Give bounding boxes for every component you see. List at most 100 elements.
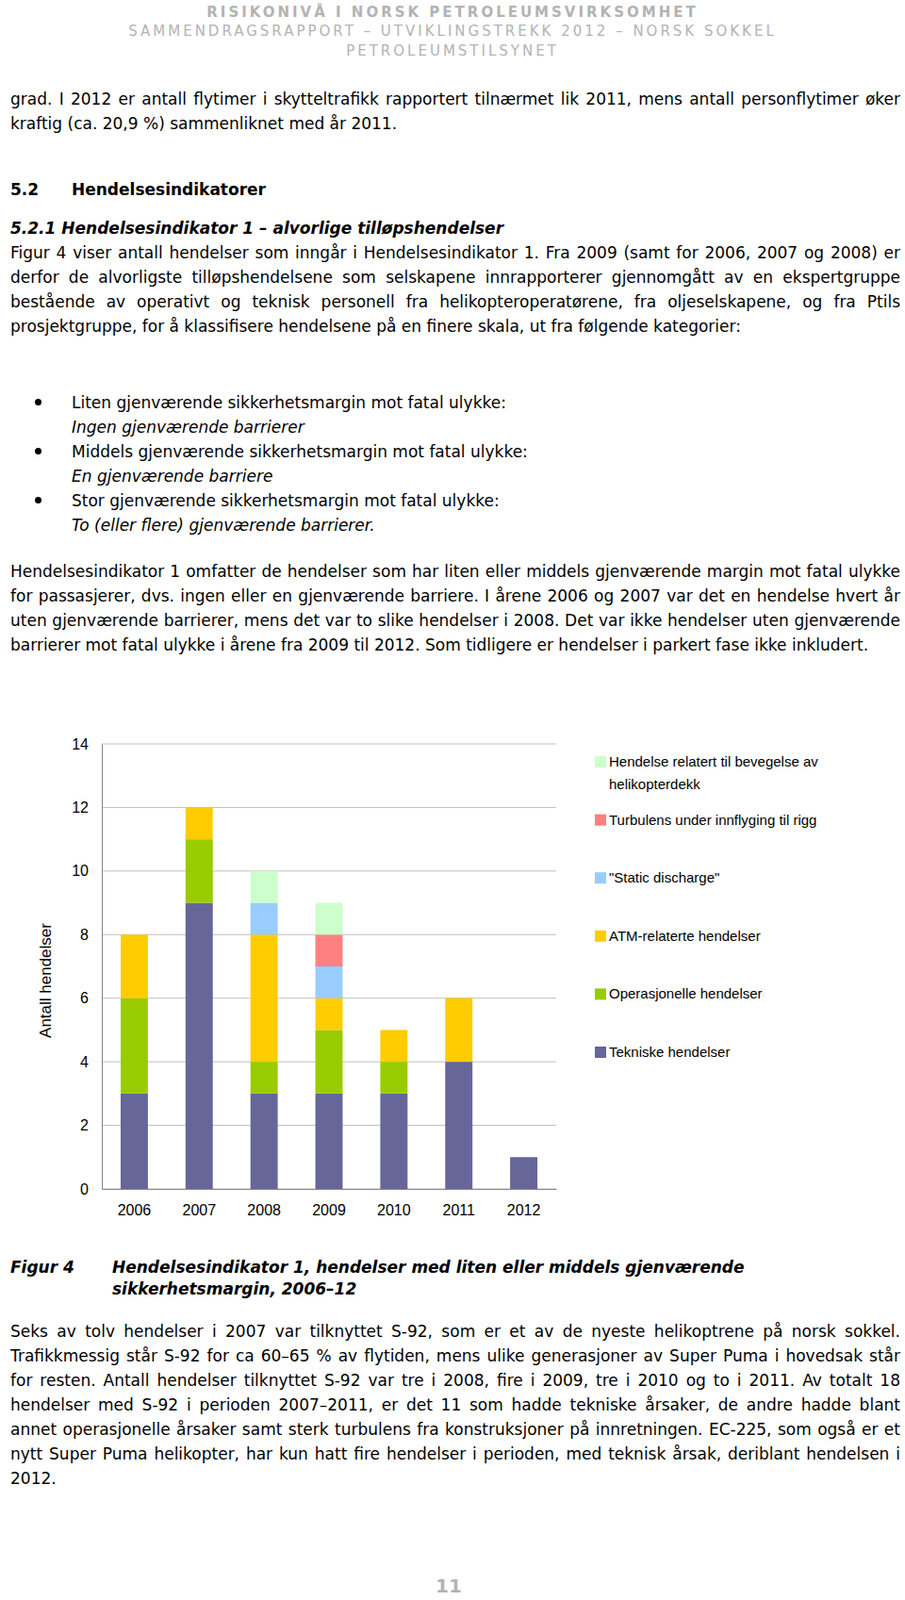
y-axis-line: [101, 744, 103, 1190]
x-tick: 2008: [246, 1188, 281, 1218]
heading: Hendelsesindikatorer: [71, 177, 732, 202]
running-header: RISIKONIVÅ I NORSK PETROLEUMSVIRKSOMHET: [0, 3, 905, 21]
x-tick: 2010: [377, 1188, 412, 1218]
x-axis-line: [102, 1188, 558, 1190]
legend-swatch: [594, 872, 607, 884]
bar-segment: [379, 1093, 408, 1189]
x-tick: 2012: [507, 1188, 542, 1218]
bar-segment: [444, 1061, 473, 1189]
y-tick: 6: [80, 989, 102, 1006]
y-axis-title: Antall hendelser: [36, 922, 55, 1038]
paragraph: grad. I 2012 er antall flytimer i skytte…: [10, 86, 901, 136]
legend-label: "Static discharge": [608, 869, 720, 886]
heading: 5.2.1 Hendelsesindikator 1 – alvorlige t…: [10, 215, 901, 241]
bar-segment: [379, 1029, 408, 1031]
bar-segment: [250, 1093, 279, 1189]
y-tick-label: 4: [80, 1053, 89, 1070]
legend: Hendelse relatert til bevegelse avheliko…: [594, 753, 819, 1060]
y-tick-label: 2: [80, 1117, 89, 1134]
bar-segment: [444, 997, 473, 999]
x-tick: 2009: [312, 1188, 346, 1218]
bar-segment: [120, 934, 149, 936]
chart: 024681012142006200720082009201020112012A…: [0, 725, 905, 1235]
y-tick-label: 0: [80, 1181, 89, 1198]
bullet-note: Ingen gjenværende barrierer: [71, 414, 883, 440]
bar-segment: [120, 934, 149, 936]
legend-swatch: [594, 814, 607, 826]
heading-number: 5.2: [10, 177, 67, 202]
x-tick: 2007: [181, 1188, 216, 1218]
bar-segment: [510, 1156, 538, 1158]
y-tick: 8: [80, 926, 102, 943]
bullet-text: Middels gjenværende sikkerhetsmargin mot…: [71, 439, 883, 464]
y-tick: 10: [71, 862, 102, 879]
legend-label: Tekniske hendelser: [608, 1043, 730, 1060]
x-tick-label: 2007: [181, 1201, 216, 1218]
grid-line: [101, 743, 557, 745]
bar-segment: [120, 1093, 149, 1189]
bar-segment: [379, 1061, 408, 1094]
bar-segment: [444, 997, 473, 999]
caption-text: Hendelsesindikator 1, hendelser med lite…: [112, 1256, 886, 1300]
bar-segment: [250, 1061, 279, 1094]
bar-segment: [315, 934, 344, 967]
bar-segment: [185, 839, 214, 903]
bar-segment: [120, 934, 149, 936]
bullet-dot: [34, 496, 42, 504]
legend-swatch: [594, 930, 607, 942]
y-tick: 2: [80, 1117, 102, 1134]
bar-segment: [250, 903, 279, 936]
bar-segment: [120, 934, 149, 998]
grid-line: [101, 870, 557, 872]
bar-segment: [185, 806, 214, 840]
page-number: 11: [0, 1574, 898, 1597]
y-tick: 0: [80, 1181, 102, 1198]
bar-segment: [315, 998, 344, 1031]
grid: [101, 743, 557, 1189]
bullet-text: Stor gjenværende sikkerhetsmargin mot fa…: [71, 488, 883, 513]
legend-label: Operasjonelle hendelser: [608, 985, 763, 1002]
y-axis: 0 2 4 6 8 10 12 14: [71, 736, 102, 1198]
bullet-note: To (eller flere) gjenværende barrierer.: [71, 512, 883, 538]
x-tick-label: 2012: [507, 1201, 542, 1218]
bar-segment: [510, 1156, 538, 1158]
paragraph: Hendelsesindikator 1 omfatter de hendels…: [10, 559, 901, 658]
bar-segment: [185, 903, 214, 1189]
x-tick-label: 2009: [312, 1201, 346, 1218]
bullet-text: Liten gjenværende sikkerhetsmargin mot f…: [71, 390, 883, 415]
legend-swatch: [594, 987, 607, 1000]
bullet-dot: [34, 398, 42, 406]
bar-segment: [250, 871, 279, 904]
x-tick: 2011: [443, 1188, 477, 1218]
bar-segment: [120, 998, 149, 1094]
paragraph: Figur 4 viser antall hendelser som inngå…: [10, 240, 901, 339]
x-tick-label: 2008: [246, 1201, 281, 1218]
y-tick-label: 10: [71, 862, 89, 879]
bar-segment: [444, 998, 473, 1062]
bar-segment: [315, 903, 344, 936]
bar-segment: [315, 966, 344, 999]
bar-segment: [379, 1029, 408, 1062]
bar-segment: [379, 1029, 408, 1031]
legend-label: Turbulens under innflyging til rigg: [608, 811, 817, 828]
bullet-dot: [34, 447, 42, 455]
bar-segment: [185, 806, 214, 808]
bar-segment: [510, 1156, 538, 1158]
y-tick-label: 14: [71, 736, 89, 753]
legend-swatch: [594, 756, 607, 768]
legend-label: Hendelse relatert til bevegelse avheliko…: [608, 753, 819, 792]
x-tick-label: 2010: [377, 1201, 412, 1218]
bullet-note: En gjenværende barriere: [71, 463, 883, 489]
bar-segment: [510, 1156, 538, 1158]
legend-label: ATM-relaterte hendelser: [608, 927, 761, 944]
x-axis: 2006200720082009201020112012: [102, 1188, 558, 1218]
bar-segment: [510, 1156, 538, 1189]
caption-label: Figur 4: [10, 1256, 105, 1279]
bars: [120, 806, 538, 1189]
y-tick-label: 12: [71, 799, 89, 816]
paragraph: Seks av tolv hendelser i 2007 var tilkny…: [10, 1318, 901, 1491]
bar-segment: [185, 806, 214, 808]
grid-line: [101, 806, 557, 808]
bar-segment: [444, 997, 473, 999]
x-tick-label: 2011: [443, 1201, 477, 1218]
